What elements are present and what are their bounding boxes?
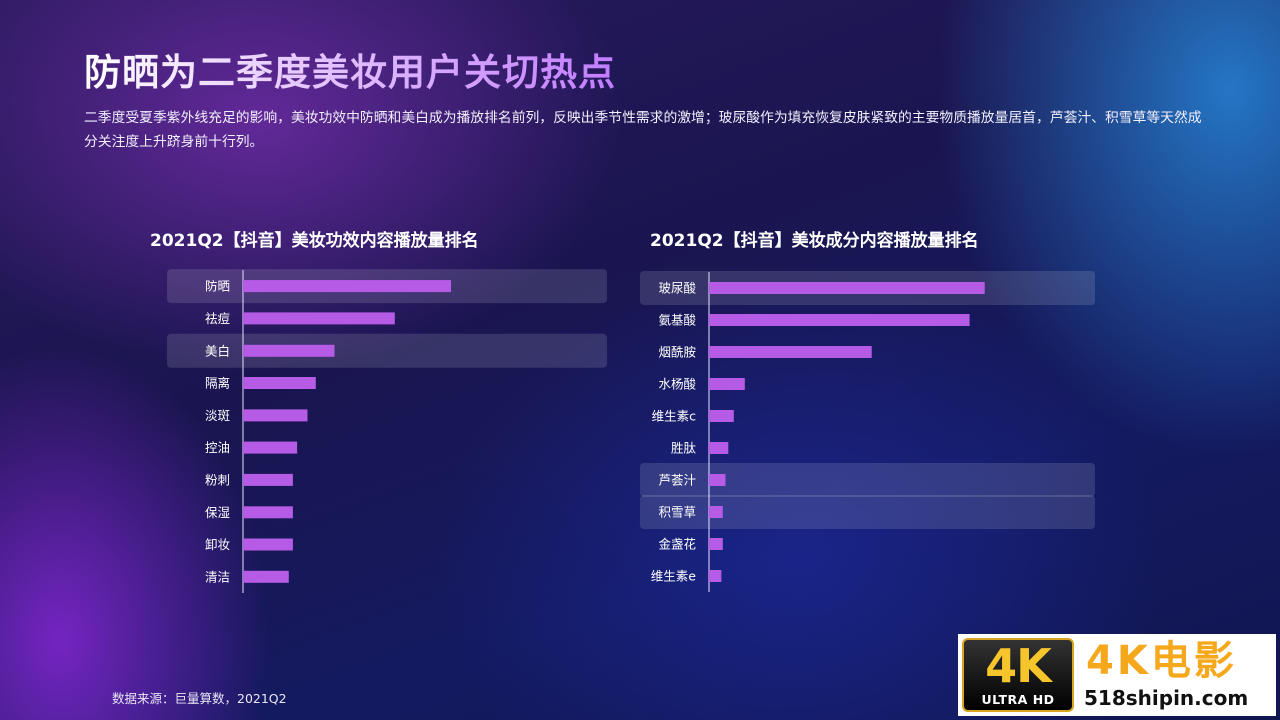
bar [709, 314, 970, 326]
ultra-hd-badge-icon: 4K ULTRA HD [962, 638, 1074, 712]
category-label: 金盏花 [658, 537, 696, 552]
category-label: 卸妆 [205, 537, 230, 552]
bar [243, 473, 293, 486]
highlight-band [640, 495, 1095, 529]
category-label: 防晒 [205, 279, 230, 294]
bar [243, 538, 293, 551]
category-label: 水杨酸 [658, 377, 696, 392]
category-label: 玻尿酸 [658, 281, 696, 296]
highlight-band [640, 463, 1095, 497]
bar [709, 442, 729, 454]
bar [243, 377, 316, 389]
data-source-note: 数据来源：巨量算数，2021Q2 [112, 691, 287, 706]
bar [243, 344, 335, 357]
bar [709, 538, 723, 550]
bar [709, 378, 745, 390]
category-label: 清洁 [205, 569, 230, 584]
bar [243, 570, 289, 583]
page-subtitle: 二季度受夏季紫外线充足的影响，美妆功效中防晒和美白成为播放排名前列，反映出季节性… [84, 110, 1202, 150]
bar [709, 282, 985, 294]
watermark-brand: 4K电影 [1086, 638, 1237, 684]
highlight-band [167, 333, 607, 368]
category-label: 烟酰胺 [658, 345, 696, 360]
watermark: 4K ULTRA HD 4K电影 518shipin.com [958, 634, 1276, 716]
category-label: 粉刺 [205, 472, 230, 487]
bar [709, 474, 726, 486]
bar [243, 312, 395, 325]
bar [243, 441, 298, 454]
page-title: 防晒为二季度美妆用户关切热点 [84, 42, 616, 96]
category-label: 隔离 [205, 376, 230, 391]
efficacy-chart-title: 2021Q2【抖音】美妆功效内容播放量排名 [150, 231, 479, 251]
category-label: 维生素e [651, 569, 697, 584]
category-label: 美白 [205, 343, 230, 358]
bar [243, 409, 308, 422]
bar [709, 570, 722, 582]
category-label: 维生素c [652, 409, 697, 424]
category-label: 祛痘 [205, 311, 231, 326]
bar [709, 506, 723, 518]
badge-main-text: 4K [985, 639, 1052, 693]
badge-sub-text: ULTRA HD [981, 692, 1055, 707]
ingredient-chart-title: 2021Q2【抖音】美妆成分内容播放量排名 [650, 231, 979, 251]
category-label: 控油 [205, 440, 230, 455]
category-label: 芦荟汁 [658, 473, 696, 488]
category-label: 积雪草 [658, 505, 696, 520]
category-label: 胜肽 [671, 441, 697, 456]
bar [709, 346, 872, 358]
category-label: 氨基酸 [658, 313, 696, 328]
bar [243, 506, 293, 519]
watermark-site: 518shipin.com [1084, 686, 1249, 710]
category-label: 保湿 [205, 505, 230, 520]
category-label: 淡斑 [205, 408, 230, 423]
bar [709, 410, 734, 422]
bar [243, 280, 451, 293]
